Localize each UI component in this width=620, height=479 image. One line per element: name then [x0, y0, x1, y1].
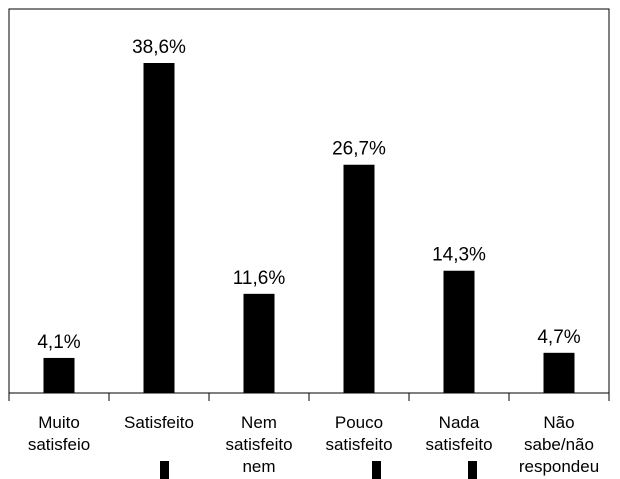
legend-key-1 [372, 461, 381, 479]
category-label-1-line-0: Satisfeito [124, 413, 194, 432]
plot-frame [8, 8, 610, 394]
category-label-4-line-0: Nada [439, 413, 480, 432]
category-label-5-line-1: sabe/não [524, 435, 594, 454]
category-label-3-line-0: Pouco [335, 413, 383, 432]
category-label-0-line-1: satisfeio [28, 435, 90, 454]
bar-0 [43, 357, 75, 393]
legend-key-0 [160, 461, 169, 479]
data-label-4: 14,3% [432, 245, 486, 266]
category-label-5-line-0: Não [543, 413, 574, 432]
category-label-3-line-1: satisfeito [325, 435, 392, 454]
category-label-4-line-1: satisfeito [425, 435, 492, 454]
data-label-0: 4,1% [37, 332, 80, 353]
bar-3 [343, 164, 375, 393]
bar-1 [143, 63, 175, 393]
bar-4 [443, 270, 475, 393]
data-label-5: 4,7% [537, 327, 580, 348]
data-label-1: 38,6% [132, 37, 186, 58]
category-label-2-line-0: Nem [241, 413, 277, 432]
legend-key-2 [468, 461, 477, 479]
category-label-2-line-2: nem [242, 457, 275, 476]
bar-2 [243, 293, 275, 393]
data-label-3: 26,7% [332, 139, 386, 160]
bar-5 [543, 352, 575, 393]
category-label-5-line-2: respondeu [519, 457, 599, 476]
category-label-2-line-1: satisfeito [225, 435, 292, 454]
category-label-0-line-0: Muito [38, 413, 80, 432]
data-label-2: 11,6% [233, 268, 286, 289]
